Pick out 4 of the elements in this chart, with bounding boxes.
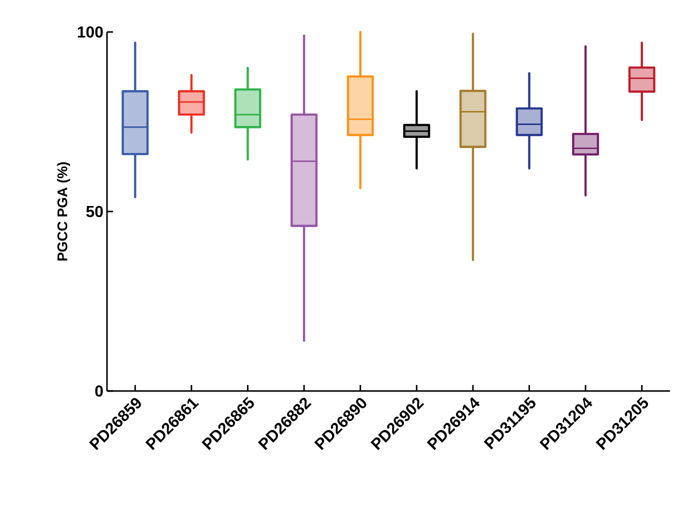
y-tick-label: 50 bbox=[86, 206, 103, 218]
y-tick-label: 100 bbox=[78, 26, 103, 38]
y-tick-label: 0 bbox=[95, 385, 103, 397]
y-axis-title: PGCC PGA (%) bbox=[57, 162, 70, 261]
